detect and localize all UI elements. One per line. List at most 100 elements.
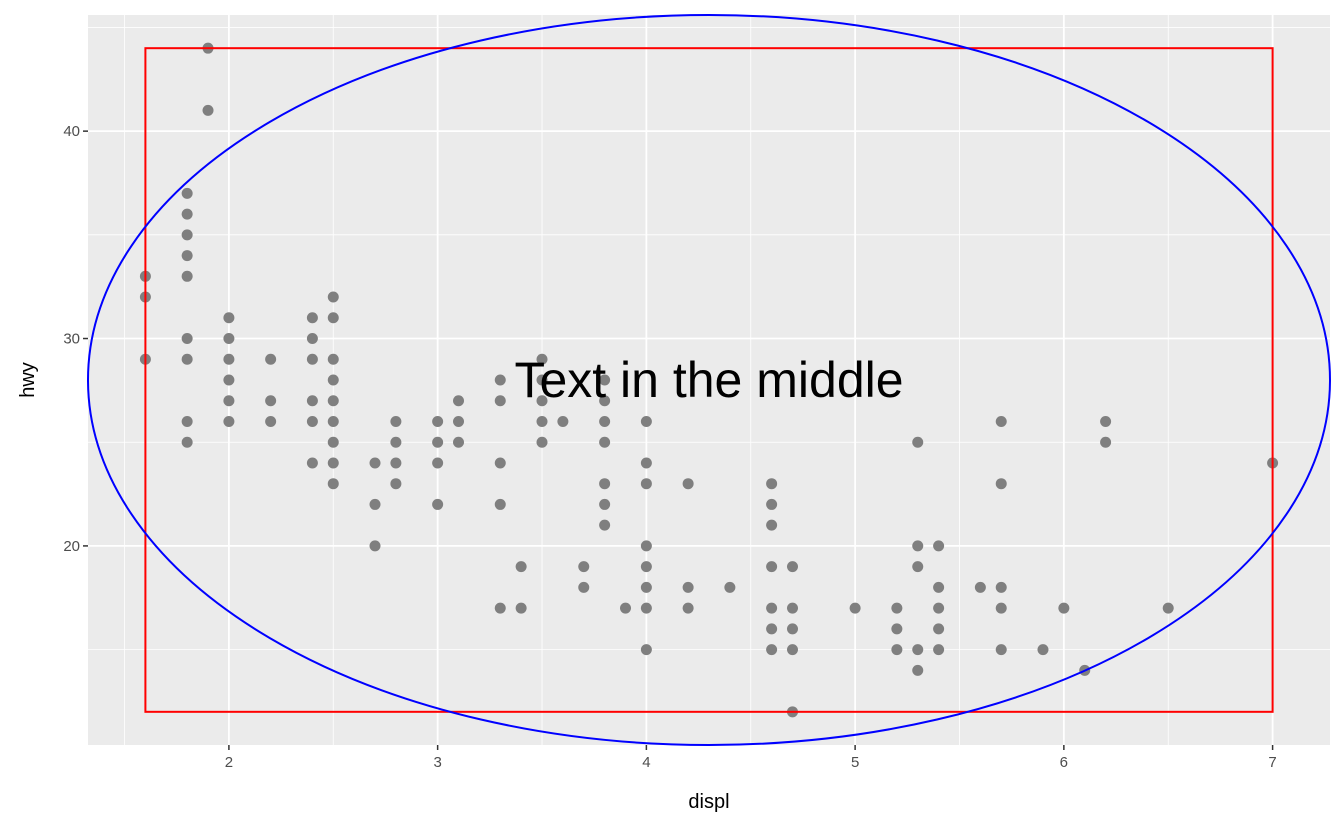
- data-point: [265, 415, 277, 427]
- data-point: [369, 457, 381, 469]
- x-axis-label: displ: [688, 791, 729, 813]
- data-point: [494, 457, 506, 469]
- data-point: [912, 561, 924, 573]
- data-point: [891, 644, 903, 656]
- data-point: [306, 312, 318, 324]
- data-point: [766, 498, 778, 510]
- data-point: [599, 498, 611, 510]
- data-point: [494, 374, 506, 386]
- data-point: [640, 561, 652, 573]
- data-point: [599, 436, 611, 448]
- data-point: [390, 415, 402, 427]
- data-point: [599, 519, 611, 531]
- data-point: [599, 415, 611, 427]
- data-point: [766, 561, 778, 573]
- data-point: [599, 374, 611, 386]
- data-point: [536, 436, 548, 448]
- data-point: [912, 664, 924, 676]
- x-tick-label: 3: [433, 754, 441, 771]
- data-point: [390, 457, 402, 469]
- data-point: [724, 581, 736, 593]
- data-point: [912, 540, 924, 552]
- data-point: [620, 602, 632, 614]
- data-point: [682, 478, 694, 490]
- data-point: [1037, 644, 1049, 656]
- data-point: [306, 353, 318, 365]
- data-point: [327, 457, 339, 469]
- annotation-text: Text in the middle: [514, 352, 903, 408]
- data-point: [766, 623, 778, 635]
- data-point: [599, 478, 611, 490]
- data-point: [786, 561, 798, 573]
- data-point: [640, 602, 652, 614]
- data-point: [223, 415, 235, 427]
- data-point: [453, 415, 465, 427]
- data-point: [640, 581, 652, 593]
- data-point: [786, 623, 798, 635]
- data-point: [640, 644, 652, 656]
- data-point: [536, 374, 548, 386]
- data-point: [327, 395, 339, 407]
- data-point: [327, 312, 339, 324]
- data-point: [766, 519, 778, 531]
- data-point: [974, 581, 986, 593]
- data-point: [181, 187, 193, 199]
- data-point: [933, 581, 945, 593]
- data-point: [306, 457, 318, 469]
- data-point: [181, 250, 193, 262]
- data-point: [536, 395, 548, 407]
- data-point: [223, 395, 235, 407]
- data-point: [912, 436, 924, 448]
- data-point: [849, 602, 861, 614]
- data-point: [327, 436, 339, 448]
- data-point: [494, 602, 506, 614]
- x-tick-label: 4: [642, 754, 650, 771]
- red-rectangle: [144, 47, 1274, 713]
- data-point: [578, 561, 590, 573]
- data-point: [912, 644, 924, 656]
- data-point: [453, 395, 465, 407]
- data-point: [515, 602, 527, 614]
- data-point: [933, 644, 945, 656]
- data-point: [223, 353, 235, 365]
- points: [139, 42, 1279, 718]
- data-point: [369, 498, 381, 510]
- data-point: [933, 602, 945, 614]
- x-tick-label: 7: [1268, 754, 1276, 771]
- y-axis-label: hwy: [17, 362, 39, 398]
- data-point: [306, 415, 318, 427]
- data-point: [432, 436, 444, 448]
- y-tick-label: 20: [63, 538, 80, 555]
- data-point: [223, 333, 235, 345]
- data-point: [181, 270, 193, 282]
- x-tick-label: 6: [1060, 754, 1068, 771]
- plot-panel: [88, 15, 1330, 745]
- data-point: [181, 353, 193, 365]
- data-point: [390, 478, 402, 490]
- data-point: [766, 602, 778, 614]
- data-point: [181, 208, 193, 220]
- data-point: [933, 540, 945, 552]
- data-point: [327, 353, 339, 365]
- data-point: [181, 415, 193, 427]
- data-point: [995, 478, 1007, 490]
- data-point: [766, 644, 778, 656]
- data-point: [494, 498, 506, 510]
- data-point: [306, 333, 318, 345]
- data-point: [181, 229, 193, 241]
- data-point: [599, 395, 611, 407]
- data-point: [390, 436, 402, 448]
- data-point: [453, 436, 465, 448]
- data-point: [181, 333, 193, 345]
- data-point: [327, 291, 339, 303]
- data-point: [995, 415, 1007, 427]
- data-point: [995, 644, 1007, 656]
- x-tick-label: 5: [851, 754, 859, 771]
- data-point: [995, 602, 1007, 614]
- data-point: [494, 395, 506, 407]
- y-tick-label: 30: [63, 331, 80, 348]
- data-point: [327, 415, 339, 427]
- data-point: [432, 457, 444, 469]
- data-point: [306, 395, 318, 407]
